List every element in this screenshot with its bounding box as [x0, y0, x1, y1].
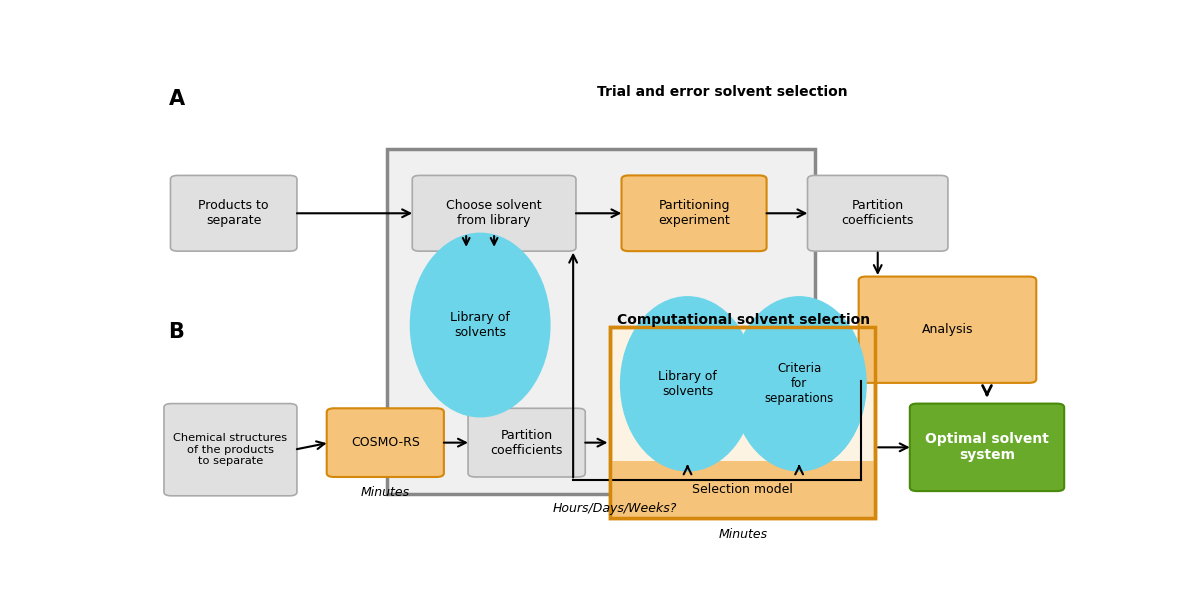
- Text: Library of
solvents: Library of solvents: [658, 370, 716, 398]
- Text: Analysis: Analysis: [922, 323, 973, 336]
- Text: Hours/Days/Weeks?: Hours/Days/Weeks?: [553, 502, 677, 515]
- Text: Partitioning
experiment: Partitioning experiment: [658, 199, 730, 227]
- FancyBboxPatch shape: [413, 175, 576, 251]
- Text: Optimal solvent
system: Optimal solvent system: [925, 432, 1049, 463]
- Text: Computational solvent selection: Computational solvent selection: [617, 313, 870, 327]
- Text: COSMO-RS: COSMO-RS: [350, 436, 420, 449]
- FancyBboxPatch shape: [326, 408, 444, 477]
- FancyBboxPatch shape: [164, 404, 296, 496]
- FancyBboxPatch shape: [910, 404, 1064, 491]
- Ellipse shape: [410, 233, 550, 417]
- Text: Trial and error solvent selection: Trial and error solvent selection: [596, 85, 847, 99]
- Text: B: B: [168, 322, 185, 342]
- FancyBboxPatch shape: [170, 175, 296, 251]
- Ellipse shape: [620, 297, 755, 471]
- Text: Choose solvent
from library: Choose solvent from library: [446, 199, 542, 227]
- Bar: [611, 461, 876, 518]
- Text: Library of
solvents: Library of solvents: [450, 311, 510, 339]
- Text: Chemical structures
of the products
to separate: Chemical structures of the products to s…: [173, 433, 288, 466]
- Text: Partition
coefficients: Partition coefficients: [491, 429, 563, 456]
- Text: Criteria
for
separations: Criteria for separations: [764, 362, 834, 405]
- Bar: [611, 327, 876, 518]
- Text: Products to
separate: Products to separate: [198, 199, 269, 227]
- Text: Minutes: Minutes: [361, 486, 410, 499]
- FancyBboxPatch shape: [622, 175, 767, 251]
- FancyBboxPatch shape: [808, 175, 948, 251]
- Text: Partition
coefficients: Partition coefficients: [841, 199, 914, 227]
- FancyBboxPatch shape: [468, 408, 586, 477]
- Text: A: A: [168, 89, 185, 109]
- Bar: [611, 327, 876, 518]
- Text: Minutes: Minutes: [719, 528, 768, 541]
- Ellipse shape: [732, 297, 866, 471]
- FancyBboxPatch shape: [859, 277, 1037, 383]
- Text: Selection model: Selection model: [692, 483, 793, 496]
- Bar: [388, 148, 815, 494]
